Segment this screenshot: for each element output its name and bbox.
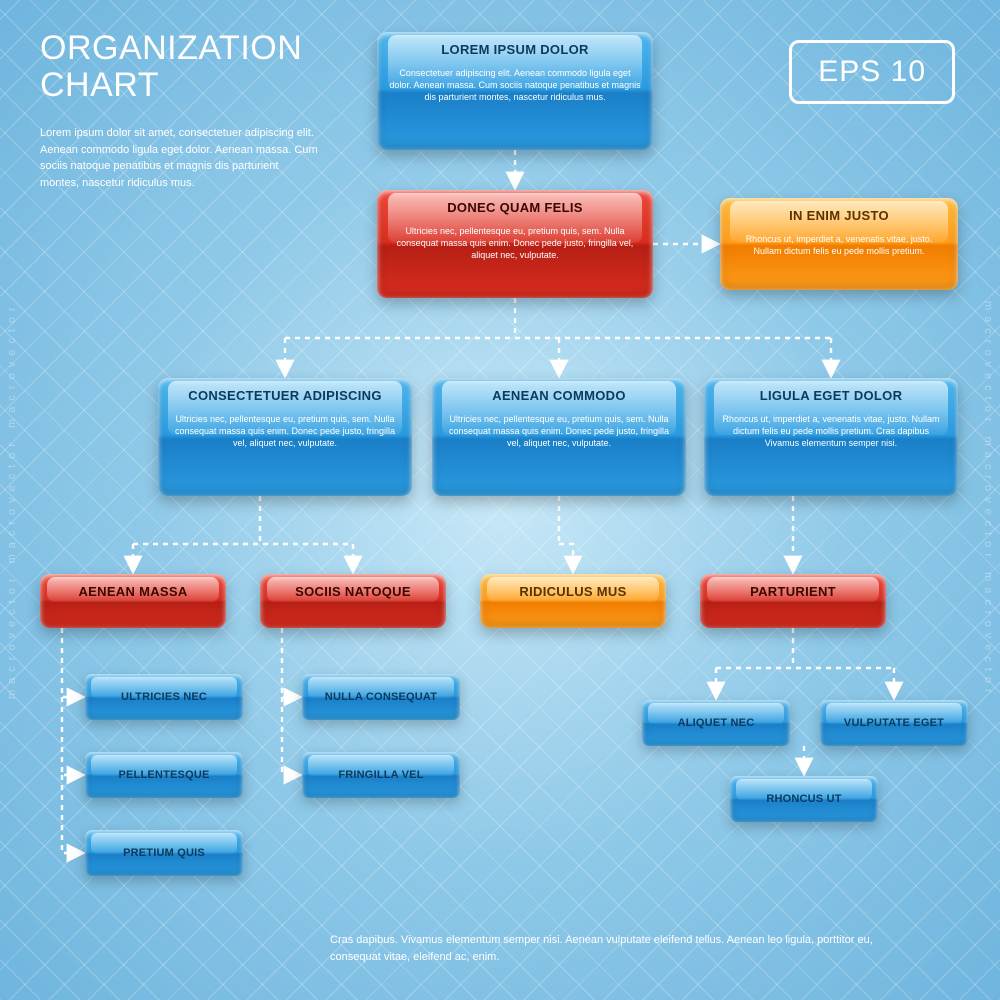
leaf-title: PRETIUM QUIS [123, 847, 205, 859]
node-title: LOREM IPSUM DOLOR [377, 32, 653, 63]
node-n5: AENEAN COMMODOUltricies nec, pellentesqu… [432, 378, 686, 496]
leaf-l7: VULPUTATE EGET [820, 700, 968, 746]
leaf-title: NULLA CONSEQUAT [325, 691, 437, 703]
leaf-title: PELLENTESQUE [118, 769, 209, 781]
node-body: Ultricies nec, pellentesque eu, pretium … [377, 221, 653, 271]
node-title: CONSECTETUER ADIPISCING [158, 378, 412, 409]
leaf-l2: PELLENTESQUE [85, 752, 243, 798]
node-n6: LIGULA EGET DOLORRhoncus ut, imperdiet a… [704, 378, 958, 496]
node-body: Ultricies nec, pellentesque eu, pretium … [432, 409, 686, 459]
node-n3: IN ENIM JUSTORhoncus ut, imperdiet a, ve… [720, 198, 958, 290]
leaf-title: VULPUTATE EGET [844, 717, 944, 729]
title-line-1: ORGANIZATION [40, 30, 302, 67]
node-title: RIDICULUS MUS [480, 574, 666, 605]
leaf-title: RHONCUS UT [766, 793, 841, 805]
node-body: Rhoncus ut, imperdiet a, venenatis vitae… [720, 229, 958, 267]
leaf-l4: NULLA CONSEQUAT [302, 674, 460, 720]
leaf-l5: FRINGILLA VEL [302, 752, 460, 798]
chart-title: ORGANIZATION CHART [40, 30, 302, 105]
node-n4: CONSECTETUER ADIPISCINGUltricies nec, pe… [158, 378, 412, 496]
leaf-title: ULTRICIES NEC [121, 691, 207, 703]
node-title: DONEC QUAM FELIS [377, 190, 653, 221]
node-body: Ultricies nec, pellentesque eu, pretium … [158, 409, 412, 459]
node-body: Consectetuer adipiscing elit. Aenean com… [377, 63, 653, 113]
node-title: IN ENIM JUSTO [720, 198, 958, 229]
eps-badge: EPS 10 [789, 40, 955, 104]
node-title: SOCIIS NATOQUE [260, 574, 446, 605]
title-line-2: CHART [40, 67, 302, 104]
node-body: Rhoncus ut, imperdiet a, venenatis vitae… [704, 409, 958, 459]
node-title: AENEAN COMMODO [432, 378, 686, 409]
leaf-title: ALIQUET NEC [678, 717, 755, 729]
leaf-l3: PRETIUM QUIS [85, 830, 243, 876]
node-title: PARTURIENT [700, 574, 886, 605]
footer-text: Cras dapibus. Vivamus elementum semper n… [330, 932, 890, 965]
leaf-title: FRINGILLA VEL [338, 769, 423, 781]
node-n1: LOREM IPSUM DOLORConsectetuer adipiscing… [377, 32, 653, 150]
node-title: LIGULA EGET DOLOR [704, 378, 958, 409]
node-n8: SOCIIS NATOQUE [260, 574, 446, 628]
intro-text: Lorem ipsum dolor sit amet, consectetuer… [40, 125, 320, 191]
node-n2: DONEC QUAM FELISUltricies nec, pellentes… [377, 190, 653, 298]
leaf-l1: ULTRICIES NEC [85, 674, 243, 720]
node-n9: RIDICULUS MUS [480, 574, 666, 628]
node-title: AENEAN MASSA [40, 574, 226, 605]
leaf-l8: RHONCUS UT [730, 776, 878, 822]
leaf-l6: ALIQUET NEC [642, 700, 790, 746]
node-n7: AENEAN MASSA [40, 574, 226, 628]
node-n10: PARTURIENT [700, 574, 886, 628]
